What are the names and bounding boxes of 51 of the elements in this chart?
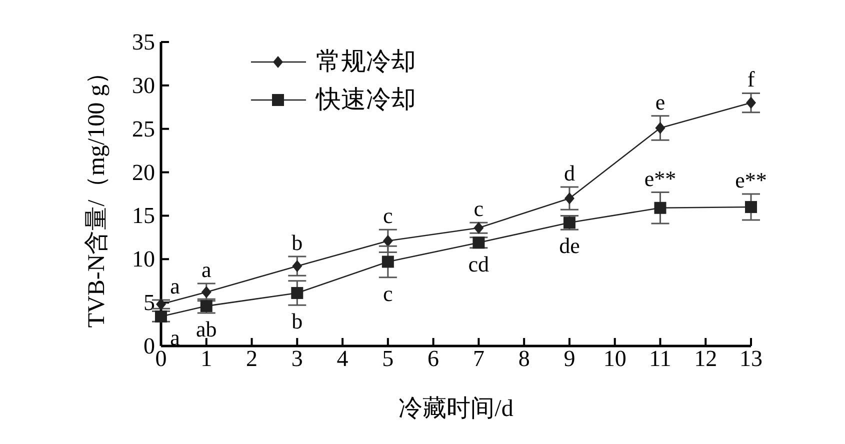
x-axis-title: 冷藏时间/d <box>398 396 514 422</box>
y-tick-label: 10 <box>132 246 155 272</box>
point <box>155 310 167 322</box>
x-tick-label: 13 <box>740 346 762 371</box>
point <box>156 298 166 310</box>
point <box>474 222 484 234</box>
point <box>654 202 666 214</box>
annotation: c <box>383 203 394 228</box>
x-tick-label: 10 <box>603 346 626 371</box>
y-tick-label: 25 <box>132 116 155 142</box>
annotation: b <box>292 230 303 256</box>
point <box>472 236 485 249</box>
annotation: e <box>655 89 666 114</box>
point <box>382 234 393 247</box>
x-tick-label: 1 <box>200 346 212 371</box>
annotation: a <box>202 256 212 282</box>
point <box>291 287 304 300</box>
point <box>745 201 757 214</box>
annotation: cd <box>468 251 490 276</box>
legend-label: 常规冷却 <box>316 48 416 76</box>
annotation: ab <box>196 316 217 342</box>
x-tick-label: 11 <box>649 346 672 371</box>
point <box>382 256 394 268</box>
annotation: e** <box>644 166 676 191</box>
annotation: f <box>747 66 756 92</box>
y-tick-label: 20 <box>132 160 155 185</box>
x-tick-label: 5 <box>382 346 394 371</box>
annotation: e** <box>735 168 767 192</box>
x-tick-label: 4 <box>336 346 349 371</box>
point <box>564 192 574 204</box>
y-tick-label: 35 <box>132 30 155 54</box>
legend-label: 快速冷却 <box>315 86 416 114</box>
x-tick-label: 6 <box>428 346 440 371</box>
y-tick-label: 15 <box>132 203 155 228</box>
annotation: b <box>292 308 303 334</box>
x-tick-label: 9 <box>564 346 576 371</box>
y-tick-label: 30 <box>132 72 155 98</box>
y-axis-title: TVB-N含量/（mg/100 g） <box>84 60 110 328</box>
annotation: c <box>383 280 394 306</box>
annotation: de <box>559 233 580 258</box>
annotation: c <box>474 196 484 222</box>
y-tick-label: 5 <box>144 290 155 316</box>
x-tick-label: 2 <box>246 346 258 371</box>
annotation: a <box>170 273 180 298</box>
annotation: d <box>564 160 575 186</box>
x-tick-label: 12 <box>694 346 718 371</box>
annotation: a <box>170 325 180 350</box>
x-tick-label: 3 <box>291 346 303 371</box>
point <box>655 122 666 134</box>
x-tick-label: 8 <box>518 346 530 371</box>
x-tick-label: 7 <box>472 346 484 371</box>
